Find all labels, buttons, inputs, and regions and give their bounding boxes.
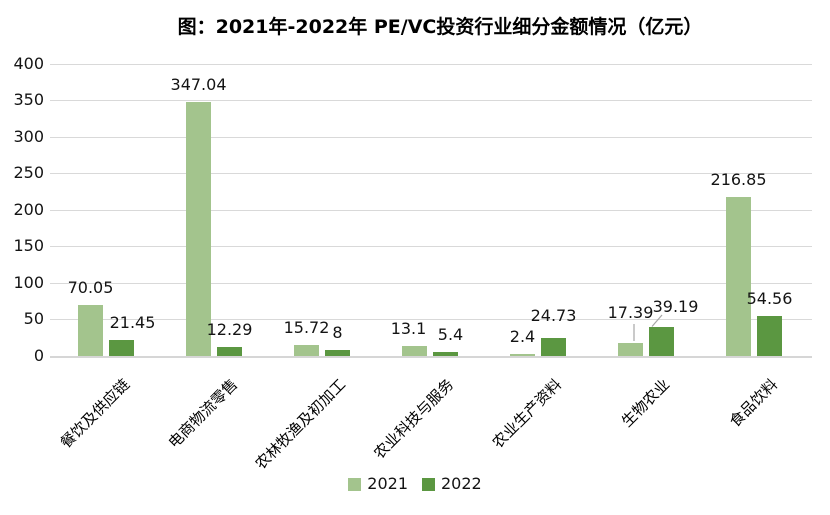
- category-label-text: 电商物流零售: [164, 375, 242, 452]
- category-label-text: 农林牧渔及初加工: [251, 375, 350, 474]
- bar-2022-1: [109, 340, 134, 356]
- bar-2022-2: [217, 347, 242, 356]
- bar-2021-6: [618, 343, 643, 356]
- gridline-350: [50, 100, 812, 102]
- legend-item-2021: 2021: [348, 476, 408, 492]
- legend-label-2022: 2022: [441, 474, 482, 493]
- bar-2022-4: [433, 352, 458, 356]
- gridline-200: [50, 209, 812, 211]
- data-label-2021-6: 17.39: [607, 303, 654, 323]
- data-label-2022-5: 24.73: [530, 305, 577, 325]
- gridline-250: [50, 173, 812, 175]
- data-label-2021-2: 347.04: [170, 75, 227, 95]
- category-label-text: 生物农业: [617, 375, 674, 431]
- data-label-2022-6: 39.19: [652, 297, 699, 317]
- bar-2022-6: [649, 327, 674, 356]
- data-label-2022-2: 12.29: [206, 320, 253, 339]
- data-label-2022-7: 54.56: [746, 289, 793, 309]
- category-label-text: 农业科技与服务: [370, 375, 458, 463]
- bar-2021-3: [294, 344, 319, 356]
- category-label-text: 餐饮及供应链: [56, 375, 134, 452]
- y-axis-tick-200: 200: [13, 199, 44, 219]
- y-axis-tick-150: 150: [13, 236, 44, 256]
- gridline-150: [50, 246, 812, 248]
- data-label-2022-1: 21.45: [109, 313, 156, 333]
- bar-2021-4: [402, 346, 427, 356]
- gridline-400: [50, 63, 812, 65]
- bar-2021-1: [78, 304, 103, 356]
- bar-2021-5: [510, 354, 535, 356]
- bar-2022-3: [325, 350, 350, 356]
- y-axis-tick-350: 350: [13, 90, 44, 110]
- y-axis-tick-250: 250: [13, 163, 44, 183]
- y-axis-tick-400: 400: [13, 53, 44, 73]
- data-label-2021-7: 216.85: [710, 170, 767, 190]
- chart-title: 图：2021年-2022年 PE/VC投资行业细分金额情况（亿元）: [177, 16, 703, 38]
- category-label-text: 农业生产资料: [488, 375, 566, 452]
- data-label-2021-1: 70.05: [67, 277, 114, 297]
- legend-swatch-2022: [422, 477, 435, 491]
- data-label-2022-3: 8: [332, 323, 343, 343]
- gridline-50: [50, 319, 812, 321]
- y-axis-tick-50: 50: [23, 309, 44, 329]
- legend: 2021 2022: [0, 476, 830, 492]
- bar-2022-7: [757, 316, 782, 356]
- bar-2021-2: [186, 102, 211, 356]
- gridline-0: [50, 355, 812, 358]
- gridline-300: [50, 136, 812, 138]
- data-label-2021-4: 13.1: [390, 319, 427, 339]
- gridline-100: [50, 282, 812, 284]
- category-label-text: 食品饮料: [725, 375, 782, 431]
- data-label-2021-5: 2.4: [509, 327, 536, 347]
- legend-label-2021: 2021: [367, 474, 408, 493]
- bar-2022-5: [541, 337, 566, 356]
- y-axis-tick-300: 300: [13, 126, 44, 146]
- y-axis-tick-100: 100: [13, 272, 44, 292]
- data-label-2021-3: 15.72: [283, 317, 330, 337]
- y-axis-tick-0: 0: [33, 346, 44, 365]
- legend-item-2022: 2022: [422, 476, 482, 492]
- bar-2021-7: [726, 197, 751, 356]
- data-label-2022-4: 5.4: [437, 325, 464, 345]
- legend-swatch-2021: [348, 477, 362, 491]
